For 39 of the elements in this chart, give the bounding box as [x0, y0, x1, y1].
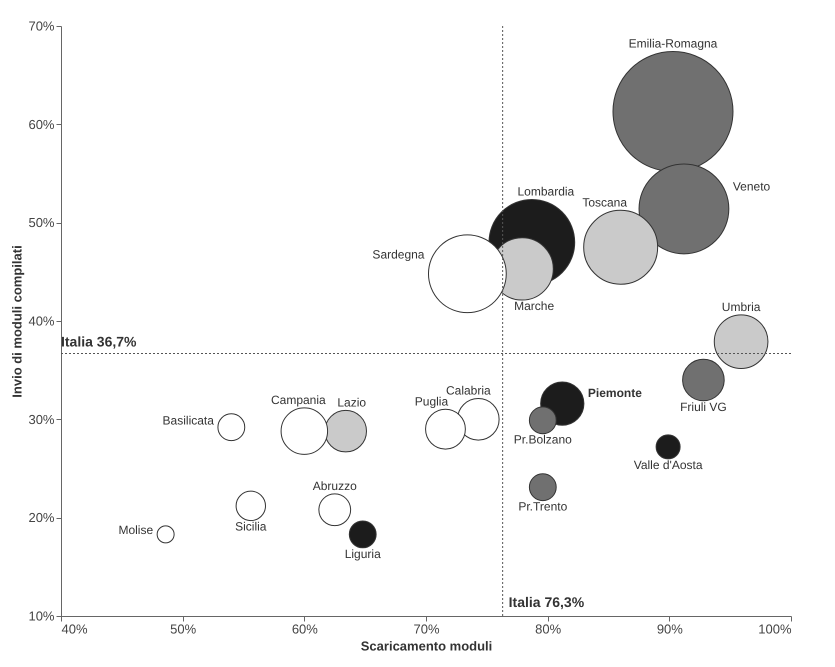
series-label: Marche — [514, 299, 554, 314]
x-tick-label: 50% — [170, 622, 197, 636]
series-label: Friuli VG — [680, 400, 727, 414]
series-label: Sardegna — [372, 247, 425, 262]
series-label: Valle d'Aosta — [634, 458, 703, 472]
x-tick-label: 80% — [535, 622, 562, 636]
x-tick-label: 60% — [292, 622, 318, 636]
y-tick-label: 10% — [28, 608, 55, 624]
x-axis-title: Scaricamento moduli — [360, 638, 492, 654]
x-tick-label: 70% — [413, 622, 440, 636]
series-label: Abruzzo — [312, 478, 358, 493]
series-label: Pr.Bolzano — [514, 432, 572, 447]
series-label: Basilicata — [162, 413, 214, 428]
x-tick-label: 40% — [62, 622, 88, 636]
series-label: Lombardia — [518, 184, 575, 198]
series-label: Piemonte — [588, 386, 642, 400]
series-label: Emilia-Romagna — [628, 36, 718, 51]
series-label: Toscana — [582, 195, 628, 210]
y-axis-title: Invio di moduli compilati — [9, 245, 24, 398]
x-tick-label: 100% — [758, 622, 792, 636]
series-label: Puglia — [414, 394, 448, 408]
series-label: Molise — [118, 523, 154, 538]
series-label: Umbria — [722, 300, 761, 314]
y-tick-label: 30% — [28, 412, 55, 427]
series-label: Calabria — [446, 384, 491, 398]
y-tick-label: 70% — [28, 18, 55, 34]
y-tick-label: 20% — [28, 510, 55, 526]
series-label: Campania — [270, 392, 326, 407]
series-label: Pr.Trento — [518, 500, 568, 514]
series-label: Liguria — [344, 546, 382, 561]
series-label: Veneto — [732, 179, 771, 194]
y-tick-label: 50% — [28, 215, 55, 230]
y-tick-label: 60% — [28, 116, 55, 132]
y-tick-label: 40% — [28, 314, 55, 328]
x-tick-label: 90% — [656, 622, 684, 636]
ref-line-label: Italia 36,7% — [61, 333, 138, 350]
ref-line-label: Italia 76,3% — [508, 594, 585, 610]
series-label: Lazio — [337, 395, 366, 410]
series-label: Sicilia — [235, 520, 267, 534]
